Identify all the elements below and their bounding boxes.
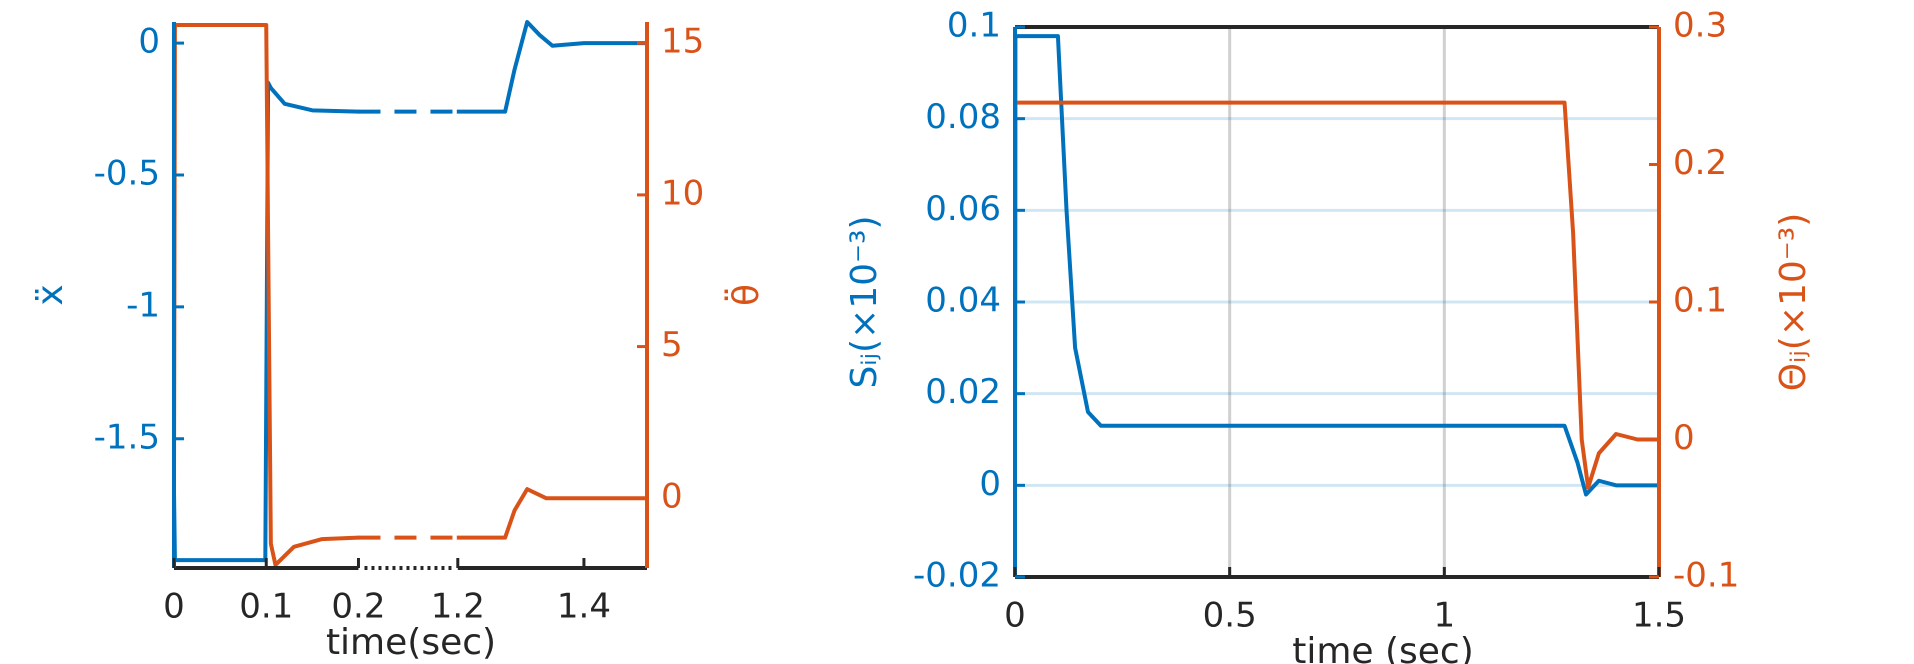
- y2-tick-label: 0: [1673, 418, 1695, 458]
- x-tick-label: 0.2: [331, 587, 385, 627]
- y2-tick-label: 10: [661, 173, 704, 213]
- y-tick-label: -1.5: [94, 417, 160, 457]
- y-axis-title: Sᵢⱼ(×10⁻³): [844, 215, 885, 388]
- y2-tick-label: 15: [661, 22, 704, 62]
- y-tick-label: -0.5: [94, 153, 160, 193]
- y2-tick-label: 0.2: [1673, 143, 1727, 183]
- y2-axis-title: Θᵢⱼ(×10⁻³): [1773, 213, 1814, 392]
- y2-tick-label: -0.1: [1673, 556, 1739, 596]
- y-tick-label: -0.02: [913, 556, 1001, 596]
- series-line: [172, 23, 647, 567]
- x-tick-label: 1.2: [431, 587, 485, 627]
- y2-tick-label: 0.3: [1673, 6, 1727, 46]
- y2-tick-label: 5: [661, 325, 683, 365]
- x-tick-label: 1.4: [557, 587, 611, 627]
- y2-tick-label: 0.1: [1673, 281, 1727, 321]
- y-tick-label: 0: [138, 22, 160, 62]
- x-axis-title: time(sec): [326, 622, 496, 663]
- x-tick-label: 1.5: [1632, 596, 1686, 636]
- y-axis-title: ẍ: [30, 284, 71, 305]
- y-tick-label: 0.02: [925, 372, 1001, 412]
- series-line: [1013, 100, 1659, 490]
- x-tick-label: 0: [163, 587, 185, 627]
- x-tick-label: 1: [1434, 596, 1456, 636]
- x-tick-label: 0.1: [239, 587, 293, 627]
- y-tick-label: -1: [126, 285, 160, 325]
- y-tick-label: 0.04: [925, 281, 1001, 321]
- x-axis-title: time (sec): [1292, 631, 1474, 664]
- y-tick-label: 0.1: [947, 6, 1001, 46]
- y-tick-label: 0.08: [925, 97, 1001, 137]
- series-line: [1013, 34, 1659, 497]
- x-tick-label: 0: [1004, 596, 1026, 636]
- x-tick-label: 0.5: [1203, 596, 1257, 636]
- y2-tick-label: 0: [661, 477, 683, 517]
- y2-axis-title: θ̈: [723, 284, 767, 306]
- y-tick-label: 0.06: [925, 189, 1001, 229]
- series-line: [172, 20, 647, 563]
- y-tick-label: 0: [979, 464, 1001, 504]
